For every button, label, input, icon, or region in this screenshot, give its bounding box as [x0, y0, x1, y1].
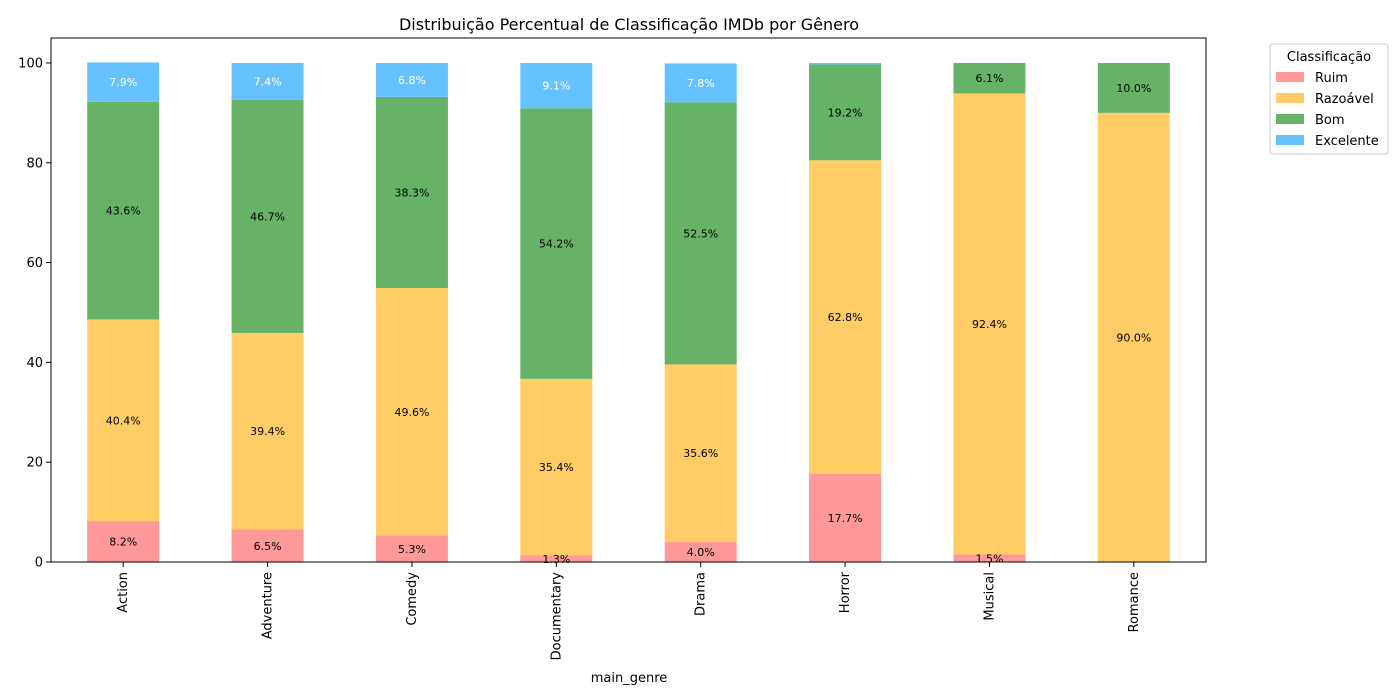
- bar-adventure-ruim: [231, 529, 304, 562]
- data-label-adventure-excelente: 7.4%: [254, 75, 282, 88]
- x-tick-label-drama: Drama: [694, 572, 709, 616]
- x-tick-label-romance: Romance: [1127, 572, 1142, 632]
- data-label-horror-bom: 19.2%: [828, 106, 863, 119]
- bar-musical-razoavel: [953, 93, 1026, 555]
- x-axis: Action Adventure Comedy Documentary Drama Hor…: [116, 562, 1142, 660]
- bar-drama-excelente: [664, 63, 737, 103]
- x-tick-label-musical: Musical: [982, 572, 997, 621]
- data-label-comedy-ruim: 5.3%: [398, 543, 426, 556]
- legend-items: Ruim Razoável Bom Excelente: [1276, 71, 1379, 149]
- data-label-musical-razoavel: 92.4%: [972, 318, 1007, 331]
- data-label-drama-razoavel: 35.6%: [683, 447, 718, 460]
- data-label-action-bom: 43.6%: [106, 205, 141, 218]
- x-tick-label-comedy: Comedy: [405, 572, 420, 626]
- chart-title: Distribuição Percentual de Classificação…: [399, 15, 859, 34]
- legend-label-ruim: Ruim: [1315, 71, 1348, 86]
- bar-adventure-razoavel: [231, 332, 304, 530]
- x-axis-label: main_genre: [591, 671, 668, 686]
- bar-horror-ruim: [809, 473, 882, 562]
- bar-drama-ruim: [664, 542, 737, 562]
- bar-documentary-ruim: [520, 555, 593, 562]
- bar-horror-razoavel: [809, 160, 882, 474]
- bar-adventure-bom: [231, 99, 304, 333]
- y-tick-label-100: 100: [18, 56, 43, 71]
- bar-comedy-ruim: [375, 535, 448, 562]
- bar-action-ruim: [87, 521, 160, 562]
- legend-label-excelente: Excelente: [1315, 134, 1379, 149]
- legend-swatch-razoavel: [1276, 93, 1304, 103]
- data-label-romance-bom: 10.0%: [1116, 82, 1151, 95]
- bar-horror-excelente: [809, 62, 882, 65]
- legend-frame: [1269, 43, 1389, 155]
- bar-horror-bom: [809, 64, 882, 161]
- data-label-documentary-excelente: 9.1%: [542, 80, 570, 93]
- data-label-comedy-excelente: 6.8%: [398, 74, 426, 87]
- data-label-action-excelente: 7.9%: [109, 76, 137, 89]
- data-label-drama-excelente: 7.8%: [687, 77, 715, 90]
- data-label-adventure-ruim: 6.5%: [254, 540, 282, 553]
- bar-documentary-razoavel: [520, 378, 593, 556]
- bar-comedy-excelente: [375, 62, 448, 97]
- bar-action-razoavel: [87, 319, 160, 522]
- x-tick-label-action: Action: [116, 572, 131, 613]
- data-label-romance-razoavel: 90.0%: [1116, 331, 1151, 344]
- bar-action-excelente: [87, 62, 160, 102]
- data-label-documentary-razoavel: 35.4%: [539, 461, 574, 474]
- data-label-comedy-bom: 38.3%: [394, 186, 429, 199]
- x-tick-label-adventure: Adventure: [261, 572, 276, 639]
- bar-comedy-razoavel: [375, 288, 448, 536]
- plot-area-frame: [50, 37, 1207, 563]
- data-label-horror-razoavel: 62.8%: [828, 311, 863, 324]
- legend-title: Classificação: [1287, 50, 1371, 65]
- data-label-documentary-ruim: 1.3%: [542, 553, 570, 566]
- bar-action-bom: [87, 101, 160, 320]
- data-label-documentary-bom: 54.2%: [539, 238, 574, 251]
- data-label-horror-ruim: 17.7%: [828, 512, 863, 525]
- y-tick-label-80: 80: [26, 156, 43, 171]
- bar-drama-bom: [664, 102, 737, 365]
- bar-musical-bom: [953, 62, 1026, 94]
- legend-swatch-ruim: [1276, 72, 1304, 82]
- y-tick-label-0: 0: [35, 556, 43, 571]
- data-label-action-ruim: 8.2%: [109, 536, 137, 549]
- legend-label-razoavel: Razoável: [1315, 92, 1374, 107]
- data-label-adventure-razoavel: 39.4%: [250, 425, 285, 438]
- bar-documentary-bom: [520, 108, 593, 379]
- data-labels-layer: 8.2% 40.4% 43.6% 7.9% 6.5% 39.4% 46.7% 7.4% 5.3%…: [106, 72, 1152, 566]
- data-label-action-razoavel: 40.4%: [106, 414, 141, 427]
- y-tick-label-60: 60: [26, 256, 43, 271]
- legend-label-bom: Bom: [1315, 113, 1345, 128]
- y-axis: 0 20 40 60 80 100: [18, 56, 51, 571]
- x-tick-label-horror: Horror: [838, 571, 853, 613]
- x-tick-label-documentary: Documentary: [549, 572, 564, 661]
- bars-layer: [87, 62, 1170, 562]
- legend-swatch-bom: [1276, 114, 1304, 124]
- bar-adventure-excelente: [231, 62, 304, 100]
- data-label-comedy-razoavel: 49.6%: [394, 406, 429, 419]
- bar-romance-bom: [1097, 62, 1170, 113]
- bar-comedy-bom: [375, 96, 448, 289]
- data-label-drama-ruim: 4.0%: [687, 546, 715, 559]
- bar-romance-razoavel: [1097, 112, 1170, 562]
- legend: Classificação Ruim Razoável Bom Excelente: [1269, 43, 1389, 155]
- data-label-drama-bom: 52.5%: [683, 227, 718, 240]
- bar-musical-ruim: [953, 554, 1026, 562]
- data-label-adventure-bom: 46.7%: [250, 210, 285, 223]
- bar-documentary-excelente: [520, 62, 593, 109]
- y-tick-label-20: 20: [26, 456, 43, 471]
- data-label-musical-bom: 6.1%: [975, 72, 1003, 85]
- y-tick-label-40: 40: [26, 356, 43, 371]
- legend-swatch-excelente: [1276, 135, 1304, 145]
- bar-drama-razoavel: [664, 364, 737, 543]
